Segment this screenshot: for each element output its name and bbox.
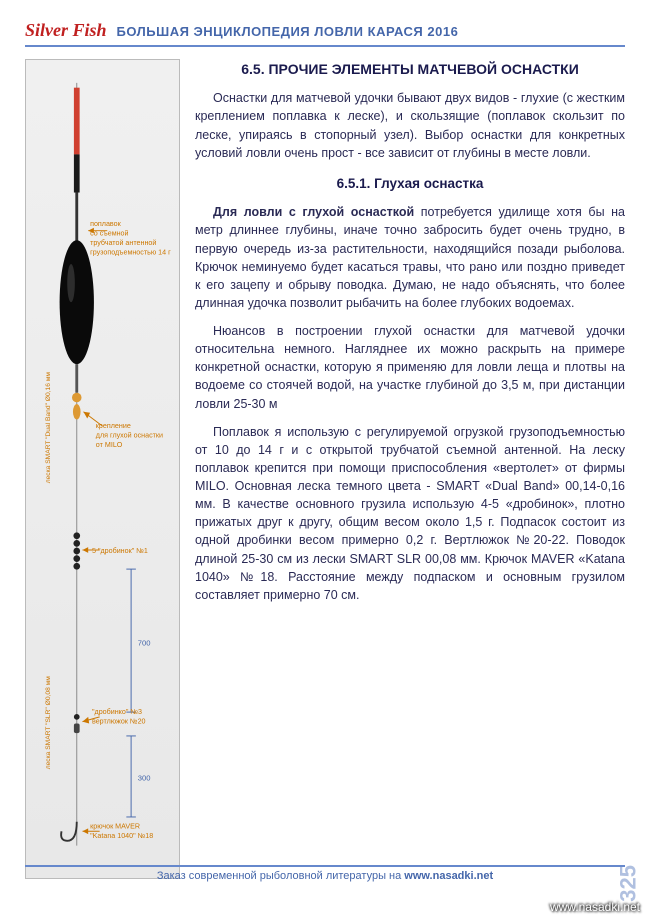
label-float-3: трубчатой антенной [90,239,156,247]
footer-text: Заказ современной рыболовной литературы … [157,870,404,882]
page-footer: Заказ современной рыболовной литературы … [25,865,625,882]
label-hook-1: крючок MAVER [90,822,140,830]
label-dist-700: 700 [138,638,151,647]
content-row: поплавок со съемной трубчатой антенной г… [25,59,625,879]
brand-logo: Silver Fish [25,20,107,41]
rig-diagram: поплавок со съемной трубчатой антенной г… [31,65,174,873]
diagram-column: поплавок со съемной трубчатой антенной г… [25,59,180,879]
label-float-4: грузоподъемностью 14 г [90,248,171,256]
section-title: 6.5. ПРОЧИЕ ЭЛЕМЕНТЫ МАТЧЕВОЙ ОСНАСТКИ [195,59,625,79]
p1-rest: потребуется удилище хотя бы на метр длин… [195,205,625,310]
label-mount-3: от MILO [96,441,123,449]
label-mount-2: для глухой оснастки [96,432,163,440]
label-shot2-2: вертлюжок №20 [92,718,146,726]
watermark: www.nasadki.net [550,900,640,914]
label-float-2: со съемной [90,229,128,237]
label-mount-1: крепление [96,422,131,430]
paragraph-3: Поплавок я использую с регулируемой огру… [195,423,625,604]
label-shot2-1: "дробинко" №3 [92,708,142,716]
footer-url: www.nasadki.net [404,870,493,882]
label-line-main: леска SMART "Dual Band" Ø0,16 мм [45,372,52,484]
label-float-1: поплавок [90,220,122,228]
label-shots: 5 "дробинок" №1 [92,547,148,555]
text-column: 6.5. ПРОЧИЕ ЭЛЕМЕНТЫ МАТЧЕВОЙ ОСНАСТКИ О… [195,59,625,879]
label-line-leader: леска SMART "SLR" Ø0,08 мм [45,676,52,770]
paragraph-2: Нюансов в построении глухой оснастки для… [195,322,625,413]
label-hook-2: "Katana 1040" №18 [90,832,153,840]
page-container: Silver Fish БОЛЬШАЯ ЭНЦИКЛОПЕДИЯ ЛОВЛИ К… [0,0,650,920]
p1-bold: Для ловли с глухой оснасткой [213,205,414,219]
paragraph-1: Для ловли с глухой оснасткой потребуется… [195,203,625,312]
label-dist-300: 300 [138,774,151,783]
intro-paragraph: Оснастки для матчевой удочки бывают двух… [195,89,625,162]
subsection-title: 6.5.1. Глухая оснастка [195,174,625,194]
header-title: БОЛЬШАЯ ЭНЦИКЛОПЕДИЯ ЛОВЛИ КАРАСЯ 2016 [117,24,459,39]
page-header: Silver Fish БОЛЬШАЯ ЭНЦИКЛОПЕДИЯ ЛОВЛИ К… [25,20,625,47]
